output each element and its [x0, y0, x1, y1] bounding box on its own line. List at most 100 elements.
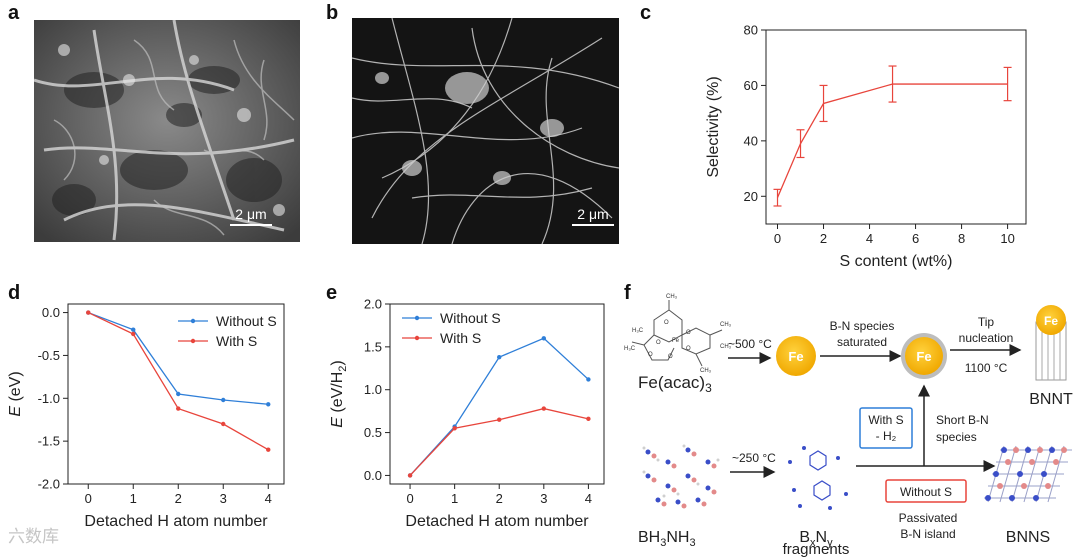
fe-label: Fe: [788, 349, 803, 364]
x-tick-label: 0: [406, 491, 413, 506]
atom-label: CH₃: [666, 294, 678, 300]
panel-letter-d: d: [8, 282, 21, 304]
legend-label: With S: [216, 333, 257, 349]
data-point: [541, 406, 547, 411]
x-tick-label: 10: [1000, 231, 1014, 246]
panel-letter-a: a: [8, 2, 20, 24]
data-point: [266, 447, 271, 452]
fe-particle-saturated: [905, 337, 943, 375]
data-point: [497, 354, 502, 360]
x-tick-label: 3: [220, 491, 227, 506]
x-tick-label: 1: [130, 491, 137, 506]
y-tick-label: -0.5: [38, 348, 60, 363]
passivated-line-1: Passivated: [899, 511, 958, 525]
temp-250-label: ~250 °C: [732, 451, 776, 465]
y-tick-label: -1.0: [38, 391, 60, 406]
legend-marker: [414, 335, 420, 341]
data-point: [586, 416, 591, 422]
x-tick-label: 3: [540, 491, 547, 506]
without-s-box: [885, 479, 967, 503]
data-point: [266, 402, 271, 407]
y-tick-label: -1.5: [38, 434, 60, 449]
legend-label: Without S: [216, 313, 277, 329]
data-point: [131, 327, 136, 332]
data-point: [497, 417, 502, 422]
acac-atom-labels: CH₃ O Fe H₃C CH₃ O O O CH₃ O O CH₃ H₃C: [624, 294, 732, 374]
x-tick-label: 8: [958, 231, 965, 246]
y-tick-label: 1.0: [364, 382, 382, 397]
x-tick-label: 4: [585, 491, 592, 506]
atom-label: H₃C: [624, 346, 636, 352]
tip-line-2: nucleation: [959, 331, 1014, 345]
chart-e: 0 1 2 3 4 0.0 0.5 1.0 1.5 2.0 Detached H atom numb…: [329, 297, 605, 530]
panel-letter-e: e: [326, 282, 338, 304]
atom-label: O: [686, 346, 691, 352]
sem-image-a: 2 μm: [34, 20, 300, 242]
fe-label: Fe: [1044, 314, 1058, 328]
bxny-label: BxNy: [799, 529, 833, 549]
x-axis-label: Detached H atom number: [405, 513, 589, 530]
plot-frame: [765, 29, 1027, 225]
y-tick-label: 40: [744, 133, 758, 148]
x-tick-label: 0: [774, 231, 781, 246]
scale-bar-line: [230, 224, 272, 226]
y-tick-label: 0.0: [364, 468, 382, 483]
bnnt-icon: [1035, 305, 1067, 381]
chart-c: 0 2 4 6 8 10 20 40 60 80 S content (wt%) Selectivit…: [705, 23, 1027, 270]
atom-label: O: [656, 340, 661, 346]
data-point: [131, 331, 136, 337]
tip-line-1: Tip: [978, 315, 995, 329]
without-s-label: Without S: [900, 485, 952, 499]
data-point: [452, 426, 457, 431]
saturated-line-1: B-N species: [830, 319, 895, 333]
data-point: [407, 473, 413, 478]
x-tick-label: 2: [175, 491, 182, 506]
sem-texture-b: [352, 18, 619, 244]
x-tick-label: 6: [912, 231, 919, 246]
y-tick-label: 20: [744, 189, 758, 204]
fragments-label: fragments: [783, 541, 850, 558]
bnnt-label: BNNT: [1029, 391, 1073, 408]
bnns-label: BNNS: [1006, 529, 1050, 546]
fe-particle: [776, 336, 816, 376]
scale-bar-label: 2 μm: [235, 206, 267, 222]
scale-bar-b: 2 μm: [572, 206, 614, 226]
short-bn-line-1: Short B-N: [936, 413, 989, 427]
data-point: [221, 397, 226, 403]
bh3nh3-molecules: [642, 444, 720, 509]
y-tick-label: 1.5: [364, 339, 382, 354]
y-axis-label: E (eV/H2): [329, 360, 349, 427]
y-axis-label: Selectivity (%): [705, 76, 722, 177]
watermark-logo: 六数库: [8, 527, 59, 546]
bxny-atoms: [788, 446, 848, 510]
atom-label: Fe: [672, 338, 680, 344]
scale-bar-line: [572, 224, 614, 226]
atom-label: O: [668, 354, 673, 360]
atom-label: CH₃: [720, 322, 732, 328]
with-s-line-1: With S: [868, 413, 903, 427]
y-tick-label: 2.0: [364, 297, 382, 312]
scale-bar-label: 2 μm: [577, 206, 609, 222]
x-tick-label: 4: [265, 491, 272, 506]
legend-label: With S: [440, 330, 481, 346]
with-s-line-2: - H₂: [876, 429, 897, 443]
data-point: [86, 310, 91, 315]
bxny-fragments: [809, 450, 831, 501]
data-point: [221, 421, 226, 427]
x-axis-label: S content (wt%): [840, 253, 953, 270]
y-tick-label: -2.0: [38, 477, 60, 492]
x-tick-label: 4: [866, 231, 873, 246]
passivated-line-2: B-N island: [900, 527, 955, 541]
temp-500-label: ~500 °C: [728, 337, 772, 351]
x-tick-label: 2: [496, 491, 503, 506]
scale-bar-a: 2 μm: [230, 206, 272, 226]
panel-letter-c: c: [640, 2, 652, 24]
atom-label: H₃C: [632, 328, 644, 334]
sem-texture-a: [34, 20, 300, 242]
legend-marker: [190, 338, 196, 344]
sem-image-b: 2 μm: [352, 18, 619, 244]
data-point: [586, 377, 591, 382]
legend-marker: [190, 318, 196, 324]
temp-1100-label: 1100 °C: [965, 361, 1008, 375]
x-axis-label: Detached H atom number: [84, 513, 268, 530]
